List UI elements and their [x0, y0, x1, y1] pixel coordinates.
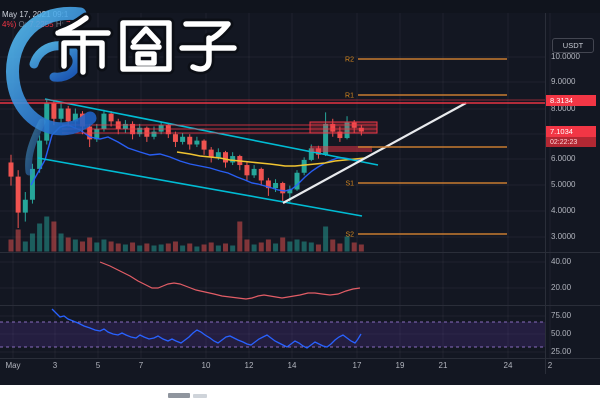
chart-canvas[interactable]: R2 R1 S1 S2: [0, 0, 600, 385]
legend-ohlc-fragment: 7.2255: [29, 20, 56, 29]
time-axis-label: 10: [201, 361, 211, 370]
time-axis-label: May: [5, 361, 21, 370]
legend-ohlc-fragment: 4%): [2, 20, 19, 29]
pivot-label: R2: [345, 57, 354, 64]
unit-label: USDT: [562, 41, 584, 50]
time-axis-label: 12: [244, 361, 254, 370]
time-axis-label: 7: [138, 361, 144, 370]
trendlines: [37, 98, 467, 217]
price-axis-label: 20.00: [551, 283, 572, 292]
pivot-label: R1: [345, 93, 354, 100]
legend-ohlc-fragment: H:: [55, 20, 67, 29]
pivot-label: S1: [345, 181, 354, 188]
indicator-red-line: [99, 261, 361, 300]
ma-yellow-line: [176, 151, 366, 167]
time-axis-label: 3: [52, 361, 58, 370]
footer-partial-logo: [193, 394, 207, 398]
price-axis-label: 25.00: [551, 347, 572, 356]
price-axis-label: 5.0000: [551, 180, 576, 189]
price-axis-label: 40.00: [551, 257, 572, 266]
chart-legend: May 17, 2021 09:1 4%) O: 7.2255 H: 7.2: [2, 10, 77, 30]
page-footer: [0, 385, 600, 400]
price-axis-label: 9.0000: [551, 77, 576, 86]
price-axis-label: 6.0000: [551, 154, 576, 163]
time-axis-label: 24: [503, 361, 513, 370]
volume-bars: [8, 216, 364, 252]
trading-chart[interactable]: R2 R1 S1 S2 May 17, 2021 09:1 4%) O: 7.2255…: [0, 0, 600, 385]
time-axis-label: 21: [438, 361, 448, 370]
time-axis-label: 2: [547, 361, 553, 370]
oscillator-band: [0, 321, 545, 348]
indicator-blue-line: [51, 308, 362, 349]
price-axis-label: 10.0000: [551, 52, 580, 61]
price-axis-label: 50.00: [551, 329, 572, 338]
price-axis-label: 75.00: [551, 311, 572, 320]
price-axis-unit-badge[interactable]: USDT: [552, 38, 594, 53]
bar-countdown-badge: 02:22:23: [546, 137, 596, 147]
ma-blue-line: [30, 124, 362, 192]
price-axis-label: 4.0000: [551, 206, 576, 215]
price-axis-label: 3.0000: [551, 232, 576, 241]
pivot-levels: R2 R1 S1 S2: [345, 57, 507, 239]
last-price-badge: 7.1034: [546, 126, 596, 137]
alert-price-badge: 8.3134: [546, 95, 596, 106]
time-axis-label: 14: [287, 361, 297, 370]
pivot-label: S2: [345, 232, 354, 239]
time-axis-label: 19: [395, 361, 405, 370]
footer-partial-logo: [168, 393, 190, 398]
legend-ohlc-fragment: 7.2: [66, 20, 78, 29]
legend-ohlc: 4%) O: 7.2255 H: 7.2: [2, 20, 77, 30]
price-axis-label: 8.0000: [551, 104, 576, 113]
top-strip: [0, 0, 600, 13]
pane-separators: [0, 13, 600, 374]
legend-date: May 17, 2021 09:1: [2, 10, 69, 19]
time-axis-label: 5: [95, 361, 101, 370]
legend-ohlc-fragment: O:: [18, 20, 30, 29]
time-axis-label: 17: [352, 361, 362, 370]
